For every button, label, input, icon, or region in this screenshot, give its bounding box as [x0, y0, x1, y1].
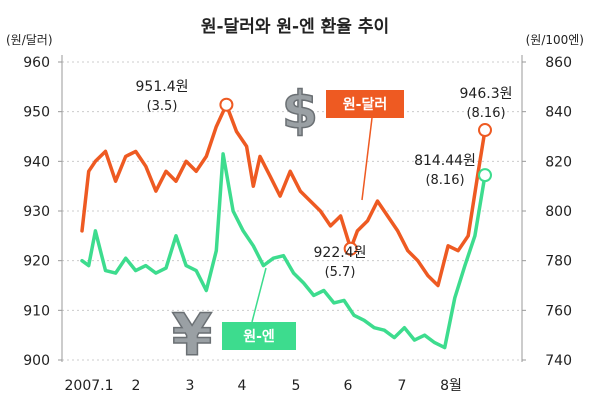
x-tick-label: 2: [132, 378, 141, 394]
annotation-peak-value: 951.4원: [136, 79, 189, 95]
left-tick-label: 920: [23, 254, 50, 270]
legend-won-dollar: $ 원-달러: [281, 80, 404, 142]
axes: [61, 55, 523, 362]
leader-lines: [251, 117, 373, 323]
low-marker: [343, 241, 358, 256]
right-tick-label: 860: [545, 55, 572, 71]
legend-won-yen-leader: [251, 267, 267, 323]
right-tick-label: 780: [545, 254, 572, 270]
right-tick-label: 760: [545, 303, 572, 319]
annotation-peak-date: (3.5): [147, 99, 178, 114]
x-tick-label: 5: [292, 378, 301, 394]
legend-won-yen: ¥ 원-엔: [171, 300, 296, 370]
legend-won-dollar-leader: [361, 117, 373, 201]
left-tick-label: 910: [23, 303, 50, 319]
annotation-yen-end: 814.44원 (8.16): [414, 153, 476, 188]
annotation-peak: 951.4원 (3.5): [136, 79, 189, 114]
left-axis-unit: (원/달러): [6, 33, 53, 47]
annotation-dollar-end-value: 946.3원: [460, 86, 513, 102]
series-lines: [80, 102, 487, 350]
annotation-dollar-end: 946.3원 (8.16): [460, 86, 513, 121]
x-tick-label: 3: [186, 378, 195, 394]
won-dollar-line: [80, 102, 487, 288]
right-axis-unit: (원/100엔): [526, 33, 584, 47]
annotation-dollar-end-date: (8.16): [466, 106, 505, 121]
dollar-sign-icon: $: [282, 81, 318, 141]
annotation-yen-end-value: 814.44원: [414, 153, 476, 169]
left-tick-label: 930: [23, 204, 50, 220]
legend-won-yen-box: [222, 322, 296, 350]
annotation-low-date: (5.7): [325, 265, 356, 280]
x-tick-label: 7: [398, 378, 407, 394]
right-tick-label: 840: [545, 105, 572, 121]
yen-end-marker: [478, 168, 492, 183]
left-tick-label: 960: [23, 55, 50, 71]
markers: [219, 97, 492, 256]
yen-sign-icon: ¥: [172, 301, 212, 369]
annotation-low: 922.4원 (5.7): [314, 245, 367, 280]
right-tick-label: 800: [545, 204, 572, 220]
gridlines: [58, 61, 526, 361]
legend-won-yen-label: 원-엔: [243, 328, 275, 345]
left-tick-label: 940: [23, 154, 50, 170]
x-tick-label: 6: [344, 378, 353, 394]
legend-won-dollar-label: 원-달러: [343, 97, 387, 113]
x-tick-label: 8월: [440, 378, 462, 394]
annotation-low-value: 922.4원: [314, 245, 367, 261]
tick-labels: 900 910 920 930 940 950 960 740 760 780 800 820 840 8…: [23, 55, 572, 394]
legend-won-dollar-box: [326, 90, 404, 118]
x-tick-label: 4: [238, 378, 247, 394]
won-yen-line: [80, 152, 487, 350]
dollar-end-marker: [478, 123, 492, 138]
x-tick-label: 2007.1: [65, 378, 114, 394]
annotation-yen-end-date: (8.16): [425, 173, 464, 188]
right-tick-label: 740: [545, 353, 572, 369]
chart-title: 원-달러와 원-엔 환율 추이: [201, 16, 389, 37]
left-tick-label: 950: [23, 105, 50, 121]
right-tick-label: 820: [545, 154, 572, 170]
peak-marker: [219, 97, 234, 112]
left-tick-label: 900: [23, 353, 50, 369]
